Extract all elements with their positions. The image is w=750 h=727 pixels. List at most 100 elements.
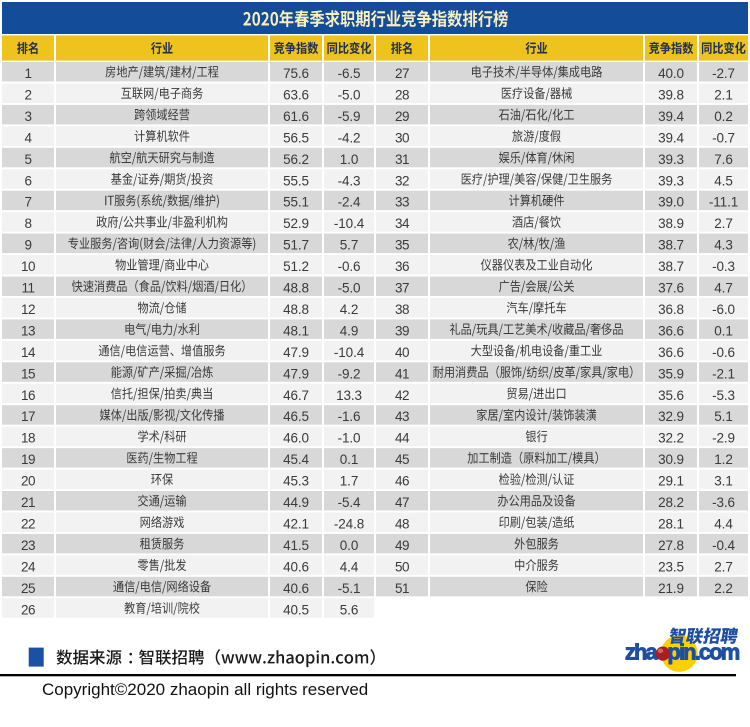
svg-text:32.9: 32.9 xyxy=(658,409,684,424)
svg-text:23.5: 23.5 xyxy=(658,559,684,574)
svg-text:1.7: 1.7 xyxy=(340,474,358,489)
svg-text:19: 19 xyxy=(21,452,35,467)
svg-text:-0.3: -0.3 xyxy=(712,259,735,274)
svg-text:27.8: 27.8 xyxy=(658,538,684,553)
svg-text:47: 47 xyxy=(395,495,409,510)
svg-text:16: 16 xyxy=(21,388,35,403)
svg-text:41: 41 xyxy=(395,366,409,381)
svg-text:11: 11 xyxy=(21,281,34,296)
svg-text:-9.2: -9.2 xyxy=(338,366,361,381)
svg-text:3.1: 3.1 xyxy=(714,474,732,489)
svg-text:40.0: 40.0 xyxy=(658,66,684,81)
svg-text:39.0: 39.0 xyxy=(658,195,684,210)
svg-text:25: 25 xyxy=(21,581,35,596)
svg-text:35.9: 35.9 xyxy=(658,366,684,381)
svg-text:28.2: 28.2 xyxy=(658,495,684,510)
svg-text:33: 33 xyxy=(395,195,409,210)
svg-text:-0.4: -0.4 xyxy=(712,538,735,553)
svg-text:40.5: 40.5 xyxy=(283,602,309,617)
svg-text:26: 26 xyxy=(21,602,35,617)
svg-text:32: 32 xyxy=(395,173,409,188)
svg-text:0.1: 0.1 xyxy=(714,323,732,338)
svg-text:2.1: 2.1 xyxy=(714,87,732,102)
svg-text:-0.6: -0.6 xyxy=(712,345,735,360)
svg-text:4.3: 4.3 xyxy=(714,238,732,253)
svg-text:47.9: 47.9 xyxy=(283,345,309,360)
svg-text:4.7: 4.7 xyxy=(714,281,732,296)
svg-text:4.9: 4.9 xyxy=(340,323,358,338)
svg-text:9: 9 xyxy=(24,238,31,253)
svg-text:38: 38 xyxy=(395,302,409,317)
svg-text:-2.9: -2.9 xyxy=(712,431,735,446)
svg-text:-6.0: -6.0 xyxy=(712,302,735,317)
svg-text:45.3: 45.3 xyxy=(283,474,309,489)
svg-text:13: 13 xyxy=(21,323,35,338)
svg-text:32.2: 32.2 xyxy=(658,431,684,446)
svg-text:41.5: 41.5 xyxy=(283,538,309,553)
svg-text:36.6: 36.6 xyxy=(658,345,684,360)
svg-text:0.2: 0.2 xyxy=(714,109,732,124)
svg-text:21: 21 xyxy=(21,495,35,510)
svg-text:1: 1 xyxy=(24,66,31,81)
svg-text:4.5: 4.5 xyxy=(714,173,732,188)
svg-text:5.7: 5.7 xyxy=(340,238,358,253)
svg-text:36: 36 xyxy=(395,259,409,274)
svg-text:55.5: 55.5 xyxy=(283,173,309,188)
svg-text:-0.7: -0.7 xyxy=(712,130,735,145)
svg-text:15: 15 xyxy=(21,366,35,381)
svg-text:39.8: 39.8 xyxy=(658,87,684,102)
svg-text:39.4: 39.4 xyxy=(658,130,684,145)
svg-text:4.4: 4.4 xyxy=(714,516,733,531)
svg-text:-2.7: -2.7 xyxy=(712,66,735,81)
svg-text:30: 30 xyxy=(395,130,409,145)
svg-text:46.0: 46.0 xyxy=(283,431,309,446)
svg-text:50: 50 xyxy=(395,559,409,574)
svg-text:17: 17 xyxy=(21,409,35,424)
svg-text:48: 48 xyxy=(395,516,409,531)
svg-text:5.1: 5.1 xyxy=(714,409,732,424)
svg-text:-10.4: -10.4 xyxy=(334,345,365,360)
svg-text:7.6: 7.6 xyxy=(714,152,732,167)
svg-text:35: 35 xyxy=(395,238,409,253)
svg-text:38.7: 38.7 xyxy=(658,259,684,274)
svg-text:23: 23 xyxy=(21,538,35,553)
svg-text:10: 10 xyxy=(21,259,35,274)
svg-text:8: 8 xyxy=(24,216,31,231)
svg-text:61.6: 61.6 xyxy=(283,109,309,124)
svg-text:29: 29 xyxy=(395,109,409,124)
svg-text:4.4: 4.4 xyxy=(340,559,359,574)
svg-text:36.6: 36.6 xyxy=(658,323,684,338)
svg-text:12: 12 xyxy=(21,302,35,317)
svg-text:28.1: 28.1 xyxy=(658,516,684,531)
svg-text:4.2: 4.2 xyxy=(340,302,358,317)
svg-text:37.6: 37.6 xyxy=(658,281,684,296)
svg-text:-5.9: -5.9 xyxy=(338,109,361,124)
svg-text:2.2: 2.2 xyxy=(714,581,732,596)
svg-text:-5.0: -5.0 xyxy=(338,281,361,296)
svg-text:5.6: 5.6 xyxy=(340,602,358,617)
svg-text:-4.2: -4.2 xyxy=(338,130,361,145)
svg-text:39.3: 39.3 xyxy=(658,173,684,188)
svg-text:30.9: 30.9 xyxy=(658,452,684,467)
svg-text:27: 27 xyxy=(395,66,409,81)
svg-text:48.1: 48.1 xyxy=(283,323,309,338)
svg-text:-2.4: -2.4 xyxy=(338,195,361,210)
svg-text:24: 24 xyxy=(21,559,36,574)
svg-text:49: 49 xyxy=(395,538,409,553)
svg-text:56.5: 56.5 xyxy=(283,130,309,145)
svg-text:75.6: 75.6 xyxy=(283,66,309,81)
svg-text:39.3: 39.3 xyxy=(658,152,684,167)
svg-text:-1.6: -1.6 xyxy=(338,409,361,424)
svg-text:0.1: 0.1 xyxy=(340,452,358,467)
svg-text:45: 45 xyxy=(395,452,409,467)
svg-text:48.8: 48.8 xyxy=(283,302,309,317)
svg-text:1.0: 1.0 xyxy=(340,152,358,167)
svg-text:-5.4: -5.4 xyxy=(338,495,361,510)
svg-text:29.1: 29.1 xyxy=(658,474,684,489)
svg-text:-10.4: -10.4 xyxy=(334,216,365,231)
svg-text:2: 2 xyxy=(24,87,31,102)
svg-text:40: 40 xyxy=(395,345,409,360)
svg-text:46.5: 46.5 xyxy=(283,409,309,424)
svg-text:42.1: 42.1 xyxy=(283,516,309,531)
svg-text:43: 43 xyxy=(395,409,409,424)
